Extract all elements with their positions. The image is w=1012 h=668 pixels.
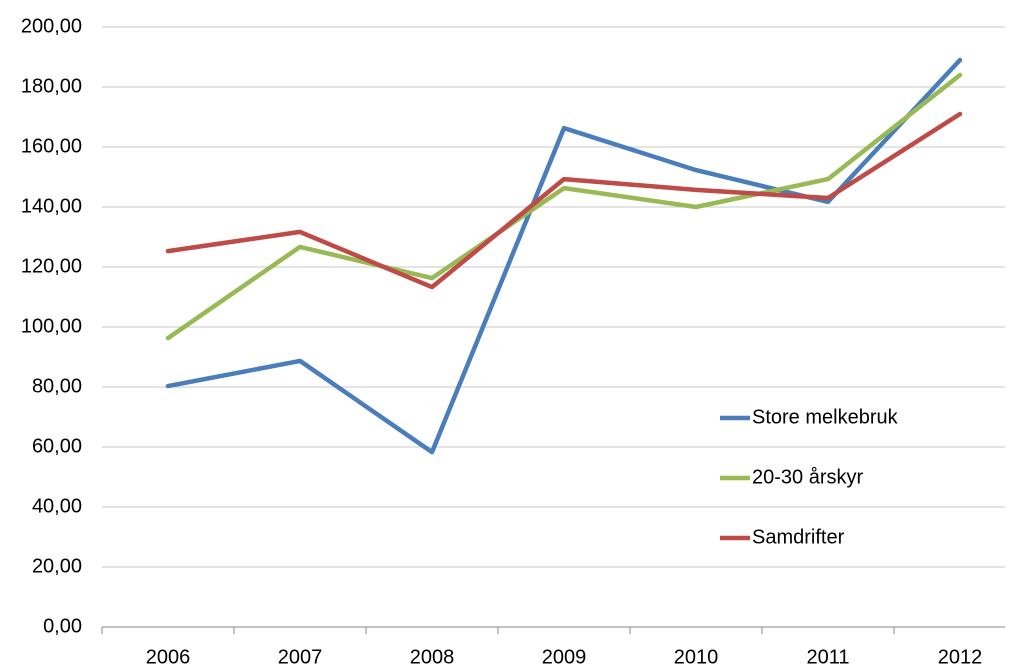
y-tick-label: 140,00 <box>21 195 82 217</box>
y-tick-label: 160,00 <box>21 135 82 157</box>
series-line <box>165 111 963 290</box>
legend-label: 20-30 årskyr <box>752 466 863 488</box>
x-tick-label: 2008 <box>410 646 455 668</box>
x-tick-label: 2012 <box>938 646 983 668</box>
y-tick-label: 60,00 <box>32 435 82 457</box>
legend-label: Store melkebruk <box>752 406 899 428</box>
x-tick-label: 2011 <box>806 646 849 668</box>
y-tick-label: 180,00 <box>21 75 82 97</box>
series-line <box>165 72 963 341</box>
x-tick-label: 2006 <box>146 646 191 668</box>
x-tick-label: 2009 <box>542 646 587 668</box>
y-tick-label: 120,00 <box>21 255 82 277</box>
y-tick-label: 20,00 <box>32 555 82 577</box>
x-tick-label: 2007 <box>278 646 323 668</box>
x-tick-label: 2010 <box>674 646 719 668</box>
series-line <box>165 57 963 455</box>
legend-label: Samdrifter <box>752 526 845 548</box>
y-tick-label: 0,00 <box>43 615 82 637</box>
y-tick-label: 200,00 <box>21 15 82 37</box>
y-tick-label: 80,00 <box>32 375 82 397</box>
y-tick-label: 100,00 <box>21 315 82 337</box>
y-tick-label: 40,00 <box>32 495 82 517</box>
